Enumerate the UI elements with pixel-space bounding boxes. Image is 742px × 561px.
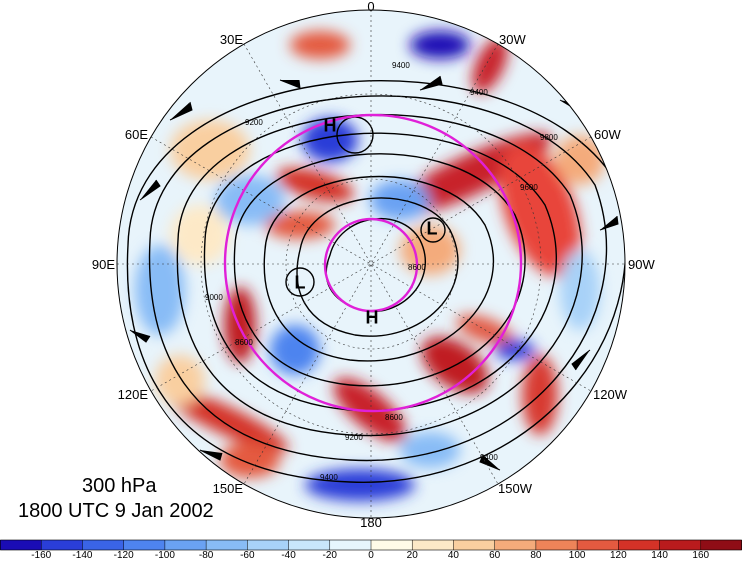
wind-barbs xyxy=(129,75,619,471)
colorbar-tick-label: 140 xyxy=(651,550,668,561)
height-contours xyxy=(126,79,625,483)
low-pressure-marker: L xyxy=(294,272,306,293)
colorbar-swatch xyxy=(288,540,331,550)
colorbar xyxy=(0,539,742,551)
longitude-label-60w: 60W xyxy=(594,127,621,142)
colorbar-tick-label: -20 xyxy=(322,550,337,561)
colorbar-tick-label: 40 xyxy=(447,550,459,561)
colorbar-tick-label: -120 xyxy=(113,550,134,561)
longitude-label-150w: 150W xyxy=(498,481,532,496)
colorbar-tick-label: -140 xyxy=(72,550,93,561)
pressure-level-label: 300 hPa xyxy=(82,475,157,497)
contour-label: 9000 xyxy=(205,293,223,302)
inner-reference-circle xyxy=(323,217,419,313)
contour-label: 9400 xyxy=(392,61,410,70)
colorbar-tick-label: 20 xyxy=(406,550,418,561)
contour-label: 9600 xyxy=(520,183,538,192)
longitude-label-0: 0 xyxy=(367,0,375,14)
contour-label: 9400 xyxy=(470,88,488,97)
contour-label: 9400 xyxy=(480,453,498,462)
high-pressure-marker: H xyxy=(323,115,337,136)
colorbar-tick-label: -80 xyxy=(198,550,214,561)
colorbar-tick-label: 80 xyxy=(530,550,542,561)
colorbar-tick-label: 100 xyxy=(568,550,586,561)
colorbar-tick-label: -60 xyxy=(240,550,255,561)
high-pressure-marker: H xyxy=(365,307,379,328)
colorbar-tick-label: -100 xyxy=(154,550,175,561)
contour-label: 9800 xyxy=(540,133,558,142)
map-border xyxy=(116,9,626,519)
colorbar-swatch xyxy=(700,540,742,550)
colorbar-swatch xyxy=(164,540,207,550)
colorbar-tick-label: 0 xyxy=(368,550,374,561)
contour-label: 9200 xyxy=(245,118,263,127)
outer-reference-circle xyxy=(223,113,523,413)
longitude-label-90w: 90W xyxy=(628,257,655,272)
contour-label: 9200 xyxy=(345,433,363,442)
colorbar-swatch xyxy=(659,540,702,550)
colorbar-swatch xyxy=(329,540,372,550)
colorbar-swatch xyxy=(412,540,454,550)
contour-label: 8600 xyxy=(235,338,253,347)
colorbar-tick-label: 120 xyxy=(609,550,627,561)
colorbar-swatch xyxy=(206,540,248,550)
colorbar-tick-label: -40 xyxy=(281,550,296,561)
colorbar-swatch xyxy=(618,540,661,550)
colorbar-tick-label: 60 xyxy=(489,550,501,561)
colorbar-swatch xyxy=(41,540,83,550)
colorbar-swatch xyxy=(0,540,42,550)
longitude-label-90e: 90E xyxy=(91,257,115,272)
longitude-label-120w: 120W xyxy=(593,387,627,402)
valid-time-label: 1800 UTC 9 Jan 2002 xyxy=(18,500,214,522)
longitude-label-180: 180 xyxy=(360,515,382,530)
colorbar-swatch xyxy=(123,540,166,550)
lat-lon-grid xyxy=(117,10,625,518)
contour-labels: 9400 9200 9000 8600 9200 8600 9600 9400 … xyxy=(205,61,558,482)
contour-label: 8600 xyxy=(385,413,403,422)
colorbar-swatch xyxy=(371,540,413,550)
colorbar-swatch xyxy=(494,540,537,550)
longitude-label-30w: 30W xyxy=(499,32,526,47)
colorbar-swatch xyxy=(577,540,619,550)
longitude-label-60e: 60E xyxy=(124,127,148,142)
contour-label: 8600 xyxy=(408,263,426,272)
colorbar-tick-label: 160 xyxy=(692,550,710,561)
colorbar-swatch xyxy=(453,540,496,550)
colorbar-tick-label: -160 xyxy=(31,550,52,561)
longitude-label-150e: 150E xyxy=(212,481,243,496)
colorbar-swatch xyxy=(535,540,578,550)
contour-label: 9400 xyxy=(320,473,338,482)
longitude-label-30e: 30E xyxy=(219,32,243,47)
low-pressure-marker: L xyxy=(426,218,438,239)
colorbar-swatch xyxy=(247,540,290,550)
longitude-label-120e: 120E xyxy=(117,387,148,402)
colorbar-swatch xyxy=(82,540,125,550)
